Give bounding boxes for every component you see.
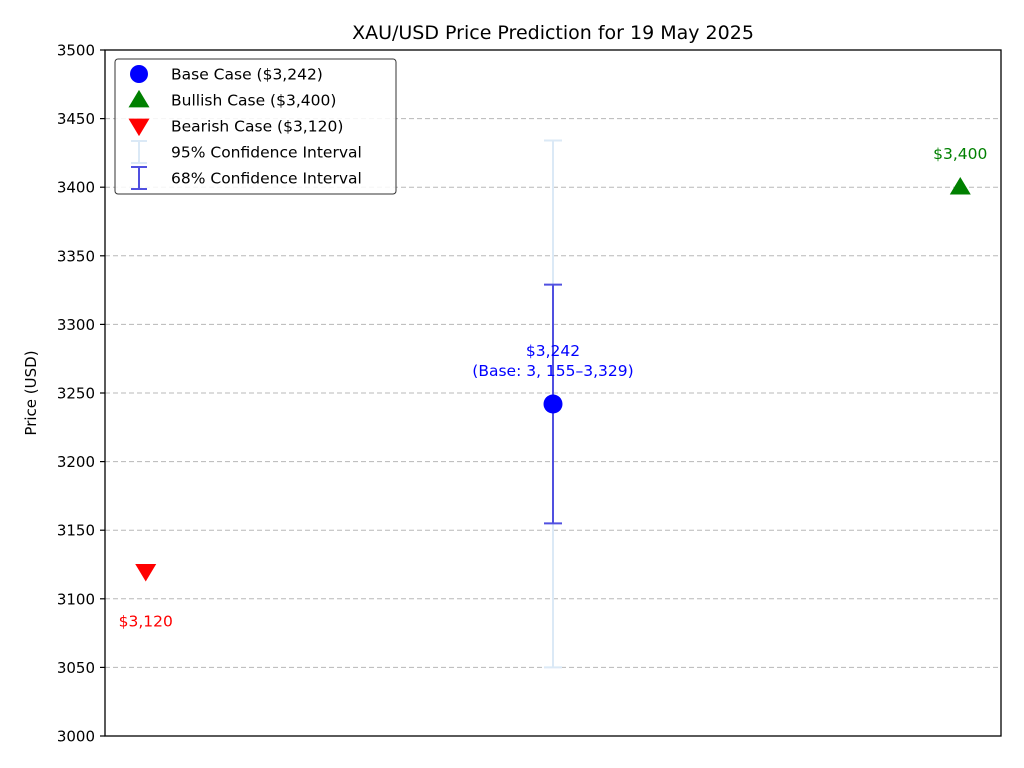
chart-marks: $3,120 $3,242 (Base: 3, 155–3,329) $3,400 [119, 139, 987, 669]
legend-entry-label: 68% Confidence Interval [171, 170, 362, 188]
y-tick-label: 3100 [57, 590, 95, 608]
legend-circle-icon [130, 65, 148, 83]
bullish-case-label: $3,400 [933, 145, 987, 163]
legend-entry-label: 95% Confidence Interval [171, 144, 362, 162]
base-case-label: (Base: 3, 155–3,329) [472, 362, 633, 380]
y-tick-label: 3350 [57, 247, 95, 265]
base-case-marker [543, 394, 563, 414]
y-tick-label: 3400 [57, 179, 95, 197]
legend-box [114, 58, 397, 195]
y-tick-label: 3000 [57, 728, 95, 746]
plot-frame [104, 49, 1002, 737]
y-tick-label: 3050 [57, 659, 95, 677]
base-case-label: $3,242 [526, 342, 580, 360]
bearish-case-label: $3,120 [119, 612, 173, 630]
y-tick-label: 3500 [57, 42, 95, 60]
chart-title: XAU/USD Price Prediction for 19 May 2025 [352, 22, 754, 44]
legend-entry-label: Bearish Case ($3,120) [171, 118, 343, 136]
y-tick-label: 3450 [57, 110, 95, 128]
y-tick-label: 3150 [57, 522, 95, 540]
y-axis-ticks: 3000 3050 3100 3150 3200 3250 3300 3350 3400 3450… [57, 42, 105, 746]
legend-entry-label: Bullish Case ($3,400) [171, 92, 336, 110]
bullish-case-marker [949, 177, 971, 195]
y-tick-label: 3300 [57, 316, 95, 334]
legend: Base Case ($3,242) Bullish Case ($3,400) B… [114, 58, 397, 195]
legend-triangle-down-icon [128, 118, 150, 137]
legend-triangle-up-icon [128, 89, 150, 108]
y-axis-label: Price (USD) [22, 350, 40, 435]
y-tick-label: 3250 [57, 385, 95, 403]
bearish-case-marker [135, 564, 157, 582]
legend-entry-label: Base Case ($3,242) [171, 66, 323, 84]
y-tick-label: 3200 [57, 453, 95, 471]
